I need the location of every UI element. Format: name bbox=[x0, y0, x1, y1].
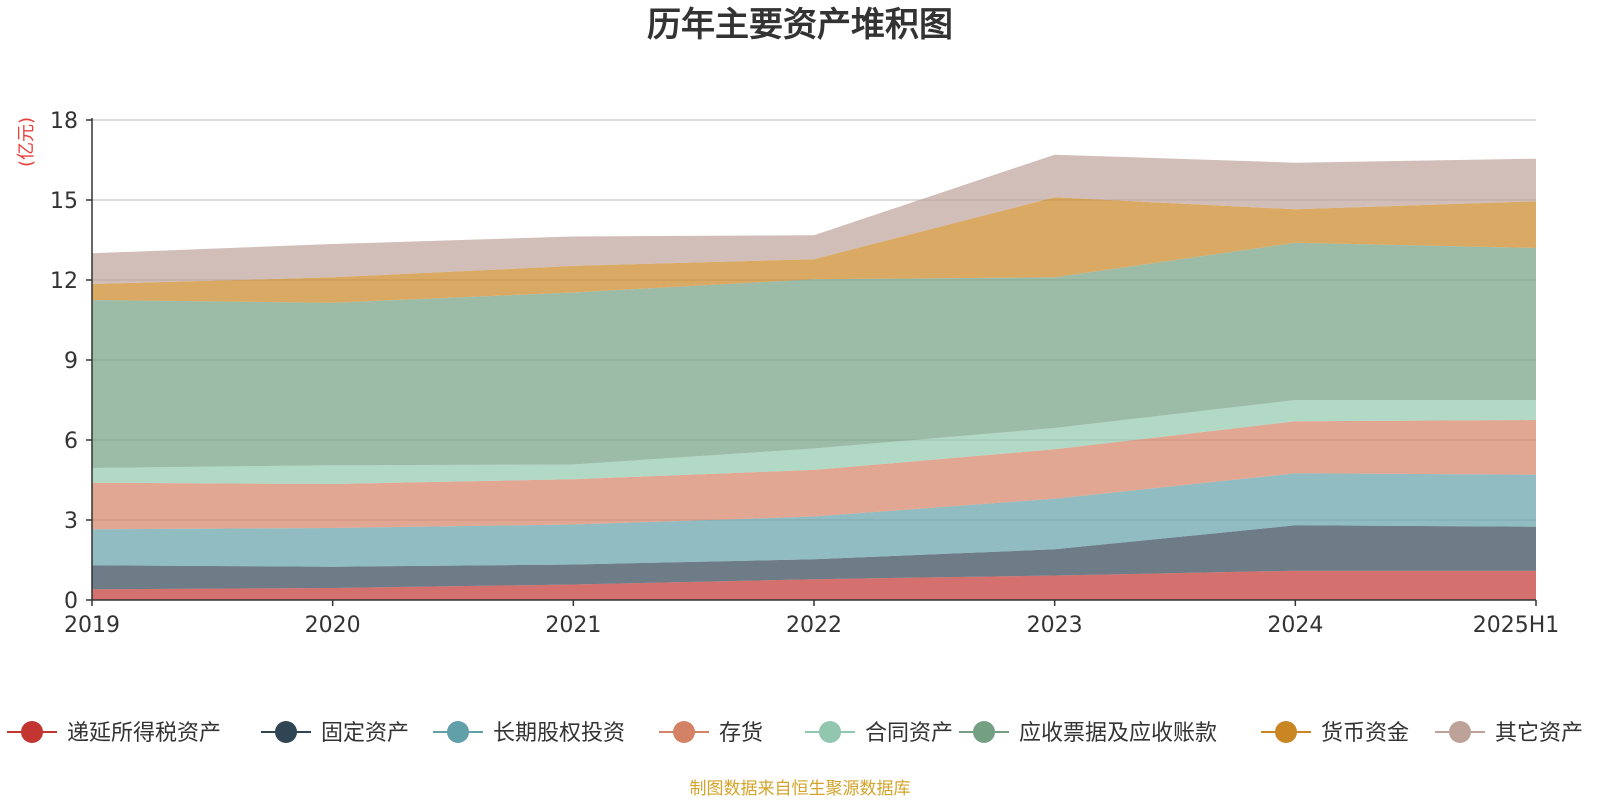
legend-label: 货币资金 bbox=[1321, 721, 1409, 746]
legend-label: 其它资产 bbox=[1495, 721, 1583, 746]
y-tick-label: 12 bbox=[50, 269, 78, 294]
legend-marker bbox=[1275, 721, 1297, 743]
area-series-0 bbox=[92, 570, 1536, 600]
legend-label: 固定资产 bbox=[321, 721, 409, 746]
legend-marker bbox=[447, 721, 469, 743]
y-axis-unit: (亿元) bbox=[16, 117, 37, 167]
legend-marker bbox=[275, 721, 297, 743]
y-tick-label: 6 bbox=[64, 429, 78, 454]
x-tick-label: 2020 bbox=[305, 613, 361, 638]
y-tick-label: 0 bbox=[64, 589, 78, 614]
legend-marker bbox=[973, 721, 995, 743]
x-tick-label: 2021 bbox=[545, 613, 601, 638]
y-tick-label: 9 bbox=[64, 349, 78, 374]
legend: 递延所得税资产 固定资产 长期股权投资 存货 合同资产 应收票据及应收账款 货币资金 其它资产 bbox=[7, 721, 1583, 746]
x-tick-label: 2025H1 bbox=[1473, 613, 1560, 638]
x-axis-ticks: 2019 2020 2021 2022 2023 2024 2025H1 bbox=[64, 600, 1559, 638]
legend-marker bbox=[21, 721, 43, 743]
legend-marker bbox=[819, 721, 841, 743]
legend-item-2[interactable]: 长期股权投资 bbox=[433, 721, 625, 746]
area-series-7 bbox=[92, 154, 1536, 284]
y-tick-label: 15 bbox=[50, 189, 78, 214]
legend-item-6[interactable]: 货币资金 bbox=[1261, 721, 1409, 746]
x-tick-label: 2019 bbox=[64, 613, 120, 638]
x-tick-label: 2022 bbox=[786, 613, 842, 638]
area-series-5 bbox=[92, 242, 1536, 468]
area-series-6 bbox=[92, 197, 1536, 303]
area-series-1 bbox=[92, 525, 1536, 590]
legend-marker bbox=[1449, 721, 1471, 743]
legend-label: 递延所得税资产 bbox=[67, 721, 221, 746]
legend-label: 长期股权投资 bbox=[493, 721, 625, 746]
legend-item-0[interactable]: 递延所得税资产 bbox=[7, 721, 221, 746]
legend-item-3[interactable]: 存货 bbox=[659, 721, 763, 746]
chart-title: 历年主要资产堆积图 bbox=[647, 5, 953, 45]
stacked-areas bbox=[92, 154, 1536, 600]
legend-item-5[interactable]: 应收票据及应收账款 bbox=[959, 721, 1217, 746]
legend-label: 合同资产 bbox=[865, 721, 953, 746]
y-tick-label: 18 bbox=[50, 109, 78, 134]
area-series-4 bbox=[92, 400, 1536, 484]
y-axis-ticks: 0 3 6 9 12 15 18 bbox=[50, 109, 92, 614]
y-tick-label: 3 bbox=[64, 509, 78, 534]
area-series-3 bbox=[92, 420, 1536, 530]
legend-label: 存货 bbox=[719, 721, 763, 746]
x-tick-label: 2024 bbox=[1267, 613, 1323, 638]
legend-item-4[interactable]: 合同资产 bbox=[805, 721, 953, 746]
legend-item-1[interactable]: 固定资产 bbox=[261, 721, 409, 746]
legend-item-7[interactable]: 其它资产 bbox=[1435, 721, 1583, 746]
x-tick-label: 2023 bbox=[1027, 613, 1083, 638]
area-series-2 bbox=[92, 473, 1536, 567]
source-note: 制图数据来自恒生聚源数据库 bbox=[690, 779, 911, 799]
legend-label: 应收票据及应收账款 bbox=[1019, 721, 1217, 746]
legend-marker bbox=[673, 721, 695, 743]
